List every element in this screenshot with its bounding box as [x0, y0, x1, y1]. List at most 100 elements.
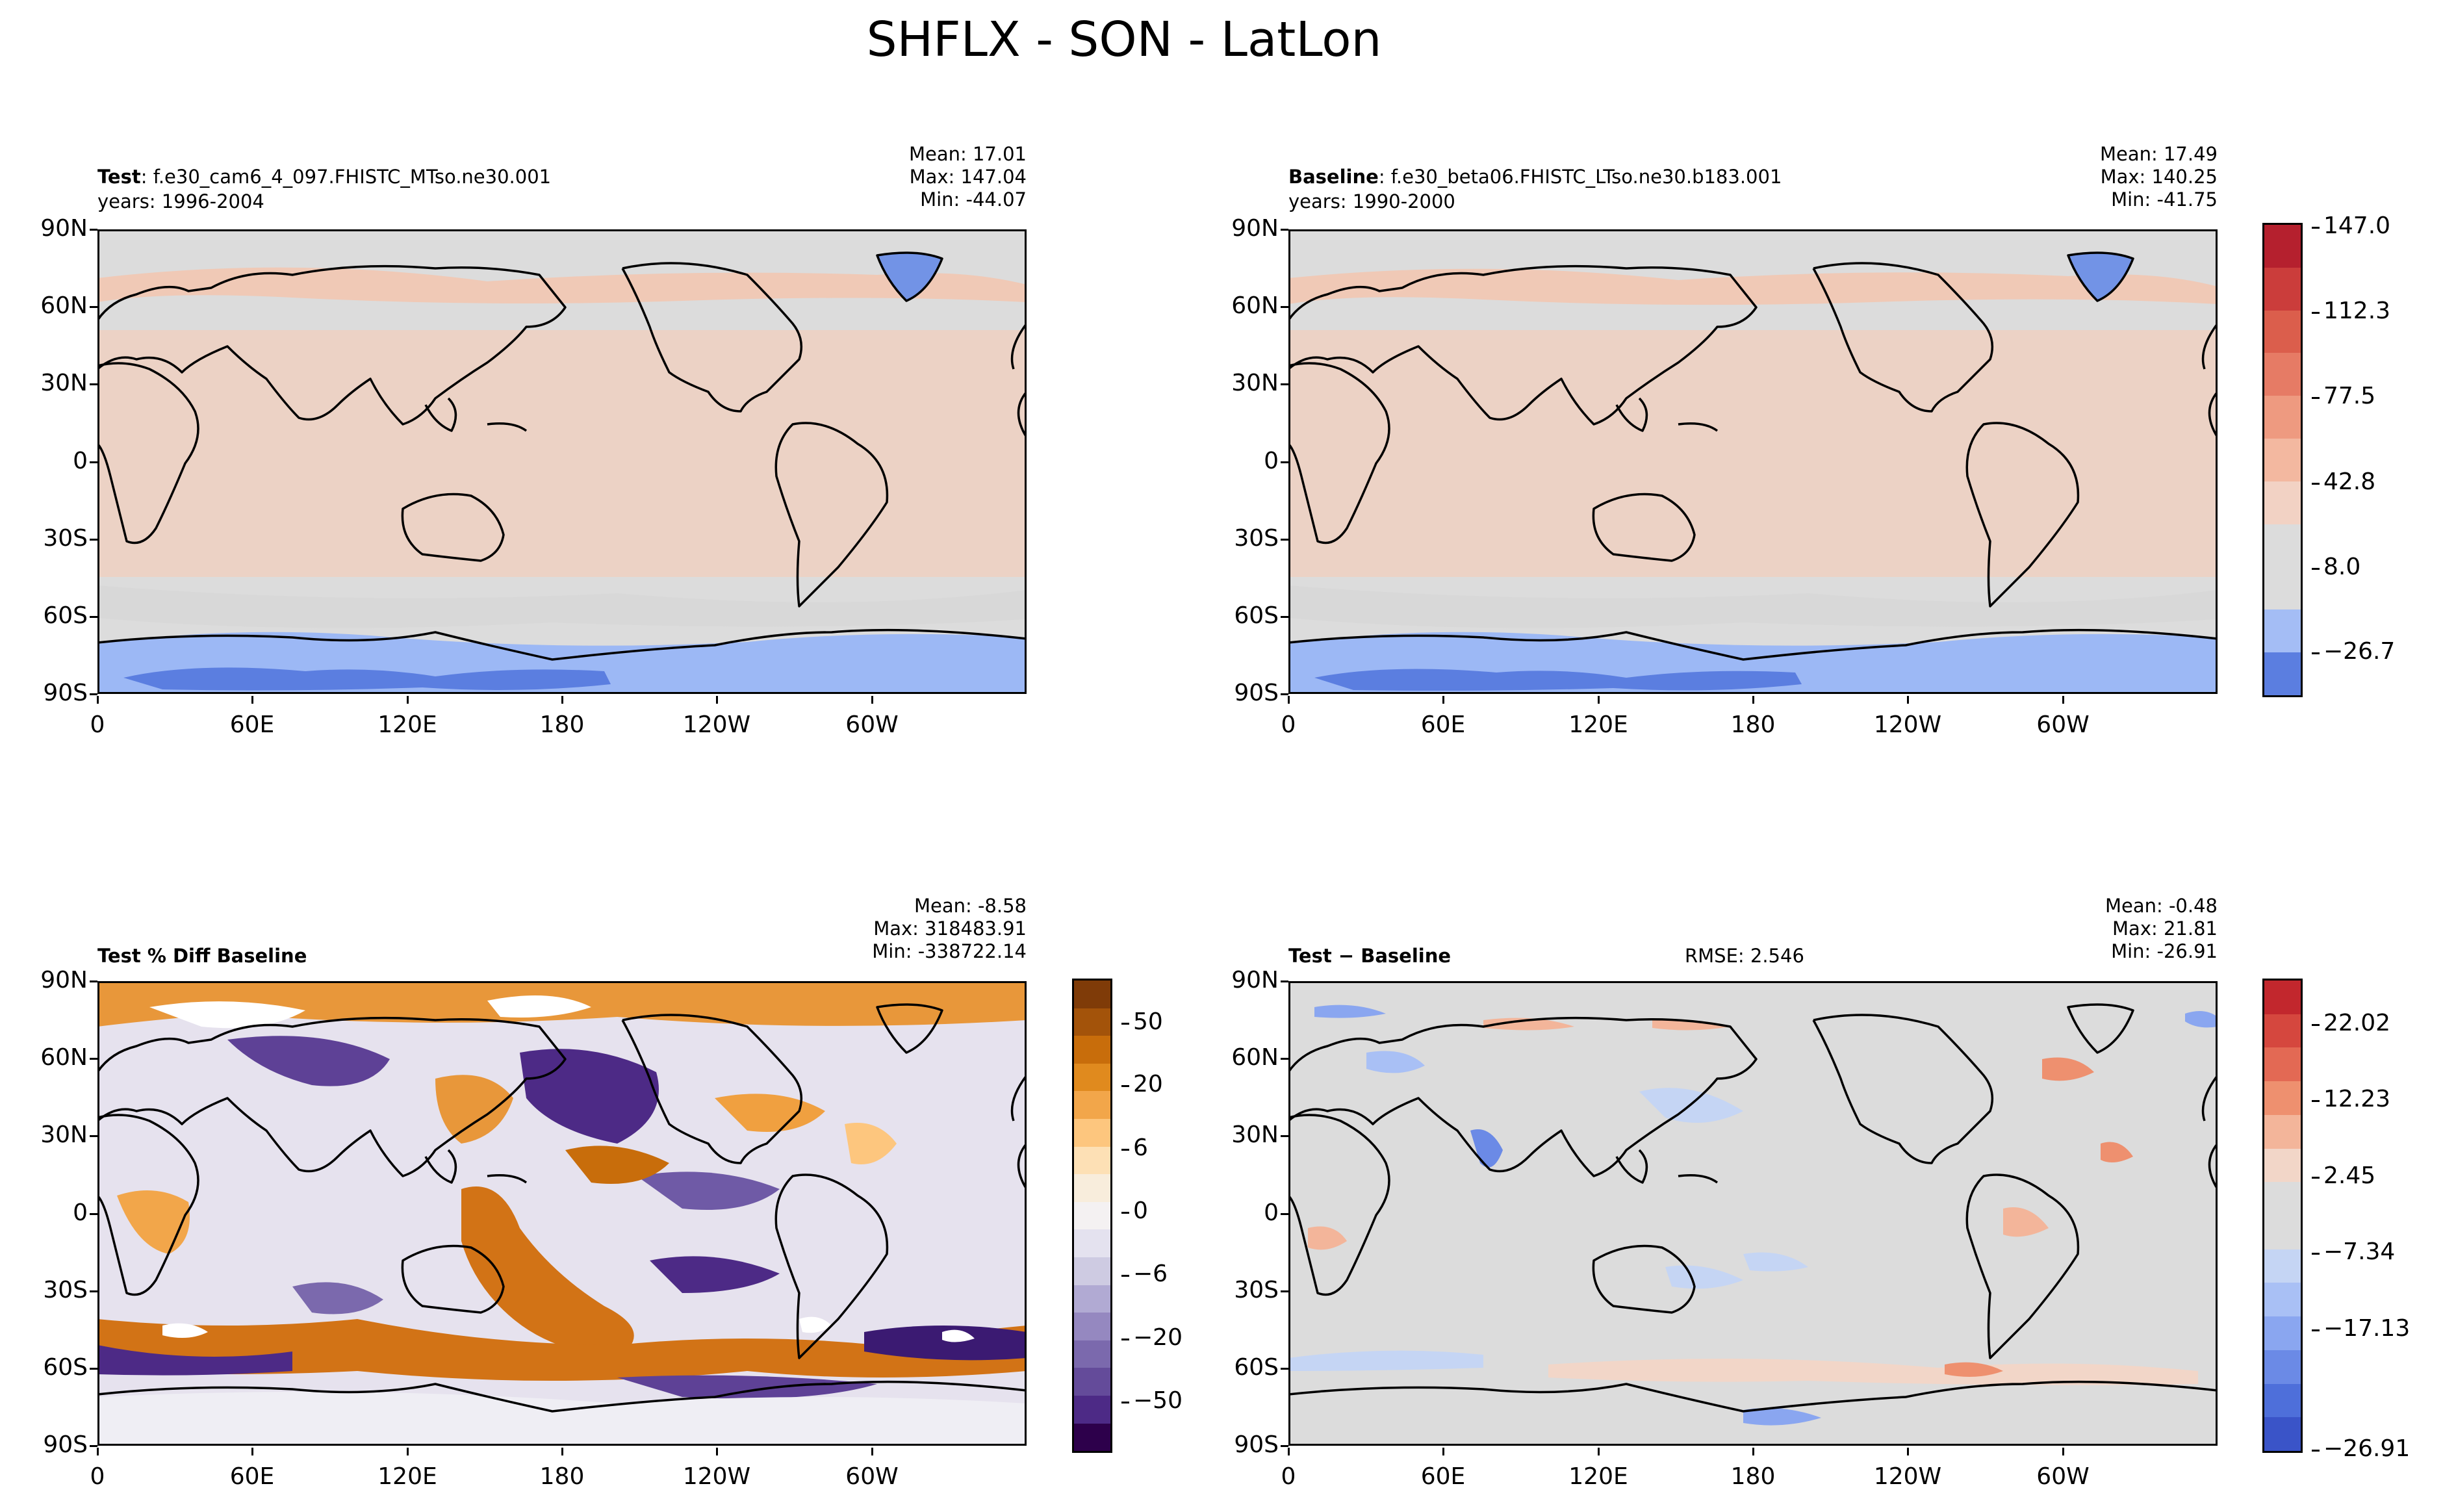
pctdiff-colorbar-segment [1074, 1063, 1110, 1092]
diff-colorbar-label: 22.02 [2311, 1010, 2391, 1036]
x-tick-label: 180 [523, 1448, 601, 1490]
y-tick-label: 30N [1227, 1121, 1288, 1148]
pctdiff-colorbar-segment [1074, 1257, 1110, 1285]
diff-panel: Test − Baseline RMSE: 2.546 Mean: -0.48 … [1231, 895, 2218, 1490]
diff-map [1288, 981, 2218, 1446]
x-tick-label: 0 [1249, 1448, 1327, 1490]
pctdiff-colorbar-segment [1074, 1229, 1110, 1257]
test-panel: Test: f.e30_cam6_4_097.FHISTC_MTso.ne30.… [40, 143, 1027, 738]
y-tick-label: 90N [36, 967, 97, 993]
x-tick-label: 180 [1714, 696, 1792, 738]
pctdiff-colorbar-segment [1074, 1146, 1110, 1175]
pctdiff-mean: Mean: -8.58 [914, 895, 1027, 917]
y-tick-label: 90N [36, 215, 97, 242]
main-colorbar-segment [2264, 396, 2301, 439]
diff-colorbar-label: −17.13 [2311, 1315, 2411, 1342]
y-tick-label: 0 [36, 448, 97, 474]
x-tick-label: 120E [1559, 696, 1637, 738]
x-tick-label: 60E [213, 1448, 291, 1490]
baseline-panel-title: Baseline: f.e30_beta06.FHISTC_LTso.ne30.… [1288, 166, 1782, 188]
y-tick-label: 0 [1227, 1199, 1288, 1226]
pctdiff-max: Max: 318483.91 [873, 917, 1027, 940]
diff-colorbar [2262, 979, 2303, 1453]
main-colorbar-label: 112.3 [2311, 298, 2391, 324]
pctdiff-colorbar-label: 20 [1121, 1071, 1163, 1097]
y-tick-label: 30N [36, 370, 97, 396]
diff-colorbar-segment [2264, 1417, 2301, 1452]
diff-label: Test − Baseline [1288, 945, 1452, 967]
test-panel-title: Test: f.e30_cam6_4_097.FHISTC_MTso.ne30.… [97, 166, 551, 188]
pctdiff-colorbar-segment [1074, 1036, 1110, 1064]
pctdiff-map [97, 981, 1027, 1446]
main-colorbar-segment [2264, 481, 2301, 524]
x-tick-label: 0 [58, 696, 136, 738]
pctdiff-colorbar [1072, 979, 1112, 1453]
y-tick-label: 90S [1227, 1431, 1288, 1458]
x-tick-label: 60E [213, 696, 291, 738]
baseline-stats: Mean: 17.49 Max: 140.25 Min: -41.75 [2100, 143, 2218, 211]
main-colorbar-segment [2264, 609, 2301, 653]
y-tick-label: 30N [1227, 370, 1288, 396]
x-tick-label: 60W [2024, 1448, 2102, 1490]
diff-colorbar-label: −26.91 [2311, 1435, 2411, 1462]
pctdiff-colorbar-segment [1074, 980, 1110, 1008]
diff-colorbar-segment [2264, 1216, 2301, 1249]
diff-colorbar-segment [2264, 1148, 2301, 1183]
baseline-min: Min: -41.75 [2111, 188, 2218, 211]
test-stats: Mean: 17.01 Max: 147.04 Min: -44.07 [909, 143, 1027, 211]
y-tick-label: 60N [1227, 292, 1288, 319]
main-colorbar-segment [2264, 353, 2301, 396]
diff-colorbar-segment [2264, 1081, 2301, 1115]
main-colorbar-segment [2264, 567, 2301, 610]
pctdiff-label: Test % Diff Baseline [97, 945, 307, 967]
baseline-max: Max: 140.25 [2100, 166, 2218, 188]
pctdiff-colorbar-segment [1074, 1395, 1110, 1424]
pctdiff-colorbar-segment [1074, 1174, 1110, 1202]
test-min: Min: -44.07 [920, 188, 1027, 211]
baseline-case-name: : f.e30_beta06.FHISTC_LTso.ne30.b183.001 [1378, 166, 1782, 188]
diff-colorbar-segment [2264, 980, 2301, 1014]
y-tick-label: 90N [1227, 215, 1288, 242]
pctdiff-colorbar-label: −6 [1121, 1261, 1168, 1287]
baseline-years: years: 1990-2000 [1288, 190, 1455, 212]
diff-mean: Mean: -0.48 [2104, 895, 2218, 917]
pctdiff-colorbar-segment [1074, 1201, 1110, 1230]
pctdiff-colorbar-segment [1074, 1313, 1110, 1340]
diff-colorbar-segment [2264, 1383, 2301, 1418]
diff-colorbar-segment [2264, 1249, 2301, 1283]
baseline-panel: Baseline: f.e30_beta06.FHISTC_LTso.ne30.… [1231, 143, 2218, 738]
diff-colorbar-segment [2264, 1182, 2301, 1216]
y-tick-label: 60N [36, 292, 97, 319]
y-tick-label: 90S [36, 680, 97, 706]
diff-colorbar-segment [2264, 1350, 2301, 1384]
main-colorbar-segment [2264, 439, 2301, 481]
main-colorbar-label: 147.0 [2311, 212, 2391, 239]
diff-colorbar-segment [2264, 1316, 2301, 1350]
diff-colorbar-segment [2264, 1014, 2301, 1048]
diff-panel-title: Test − Baseline [1288, 945, 1451, 967]
x-tick-label: 60W [833, 696, 911, 738]
y-tick-label: 30N [36, 1121, 97, 1148]
y-tick-label: 30S [36, 525, 97, 552]
x-tick-label: 120E [1559, 1448, 1637, 1490]
pctdiff-colorbar-label: −50 [1121, 1387, 1183, 1414]
baseline-label: Baseline [1288, 166, 1379, 188]
y-tick-label: 30S [1227, 1277, 1288, 1303]
y-tick-label: 0 [36, 1199, 97, 1226]
pctdiff-colorbar-segment [1074, 1368, 1110, 1396]
figure-title: SHFLX - SON - LatLon [866, 12, 1382, 68]
pctdiff-colorbar-segment [1074, 1118, 1110, 1147]
y-tick-label: 60S [36, 602, 97, 629]
x-tick-label: 120W [678, 696, 756, 738]
x-tick-label: 60W [833, 1448, 911, 1490]
test-label: Test [97, 166, 141, 188]
pctdiff-min: Min: -338722.14 [872, 940, 1027, 962]
test-years: years: 1996-2004 [97, 190, 264, 212]
pctdiff-colorbar-segment [1074, 1091, 1110, 1119]
main-colorbar-segment [2264, 267, 2301, 311]
baseline-mean: Mean: 17.49 [2099, 143, 2218, 165]
pctdiff-panel-title: Test % Diff Baseline [97, 945, 307, 967]
pctdiff-colorbar-segment [1074, 1423, 1110, 1452]
diff-stats: Mean: -0.48 Max: 21.81 Min: -26.91 [2105, 895, 2218, 963]
